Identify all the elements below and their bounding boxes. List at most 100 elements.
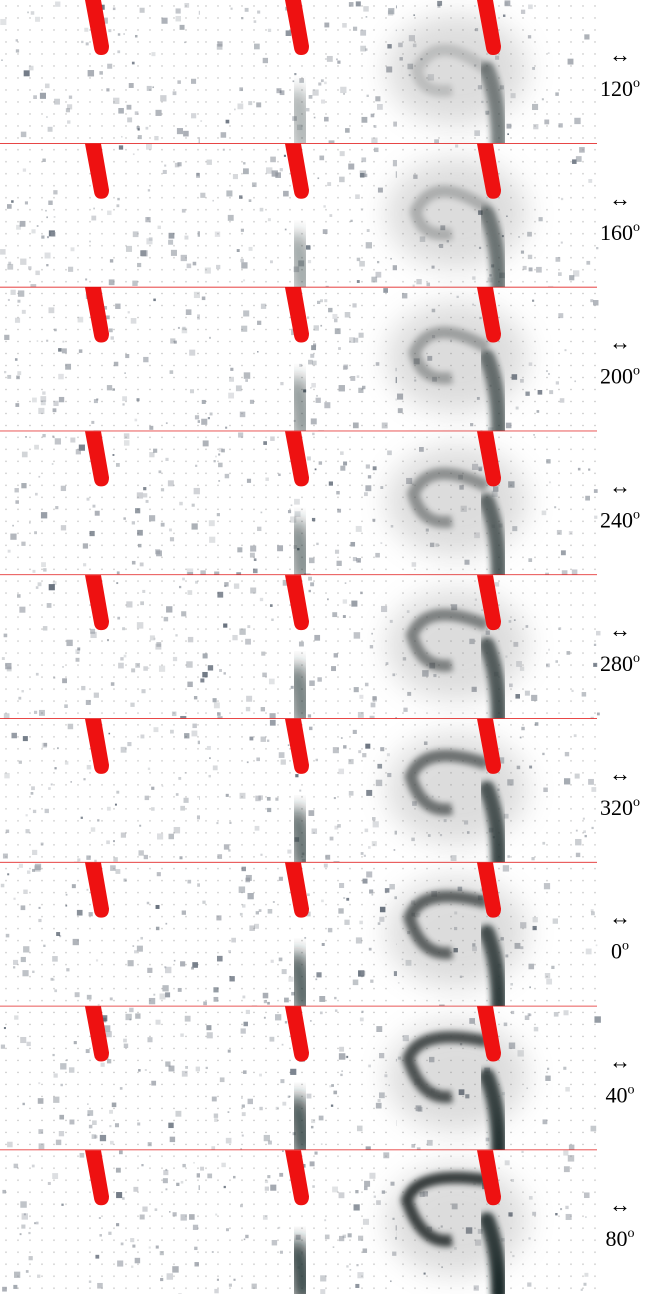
- speckle: [241, 1097, 243, 1099]
- speckle: [123, 440, 130, 446]
- needle: [85, 862, 109, 918]
- speckle: [342, 23, 347, 28]
- speckle: [552, 918, 559, 924]
- speckle: [21, 309, 26, 314]
- speckle: [456, 295, 459, 299]
- speckle: [122, 396, 128, 402]
- speckle: [7, 873, 10, 876]
- speckle: [357, 1272, 364, 1279]
- speckle: [135, 508, 141, 514]
- speckle: [114, 803, 117, 806]
- speckle: [109, 1109, 113, 1114]
- speckle: [214, 571, 220, 577]
- speckle: [245, 706, 251, 712]
- speckle: [183, 130, 189, 137]
- speckle: [564, 751, 570, 757]
- speckle: [349, 1269, 352, 1271]
- speckle: [110, 682, 115, 686]
- speckle: [0, 1044, 6, 1049]
- speckle: [582, 817, 585, 820]
- speckle: [555, 660, 559, 663]
- speckle: [53, 1096, 60, 1103]
- speckle: [558, 272, 562, 276]
- speckle: [310, 1125, 314, 1129]
- speckle: [109, 997, 113, 1001]
- speckle: [407, 691, 412, 696]
- speckle: [571, 689, 574, 693]
- speckle: [228, 849, 231, 852]
- speckle: [339, 151, 345, 157]
- speckle: [358, 387, 364, 393]
- speckle: [170, 338, 176, 344]
- speckle: [336, 560, 342, 566]
- speckle: [143, 666, 148, 671]
- haze: [387, 1021, 527, 1132]
- speckle: [270, 436, 275, 441]
- speckle: [343, 897, 346, 900]
- speckle: [120, 746, 127, 753]
- speckle: [336, 58, 338, 61]
- speckle: [528, 1237, 531, 1240]
- speckle: [243, 1070, 247, 1074]
- speckle: [143, 493, 148, 498]
- speckle: [39, 92, 46, 99]
- speckle: [14, 358, 18, 361]
- arrow-label: ↔: [609, 1048, 631, 1073]
- speckle: [212, 765, 218, 771]
- arrow-label: ↔: [609, 42, 631, 67]
- speckle: [331, 666, 337, 672]
- speckle: [193, 1161, 195, 1164]
- speckle: [106, 88, 110, 92]
- speckle: [165, 922, 168, 925]
- speckle: [4, 334, 10, 340]
- speckle: [563, 778, 571, 785]
- speckle: [16, 224, 21, 230]
- needle: [285, 862, 309, 918]
- speckle: [140, 601, 145, 606]
- speckle: [58, 373, 64, 380]
- speckle: [596, 712, 600, 716]
- speckle: [312, 1185, 315, 1188]
- speckle: [384, 888, 390, 893]
- speckle: [145, 499, 149, 503]
- speckle: [147, 1037, 153, 1043]
- speckle: [506, 123, 512, 129]
- speckle: [563, 1166, 570, 1173]
- angle-label: 40o: [606, 1082, 635, 1107]
- speckle: [202, 900, 206, 904]
- speckle: [355, 937, 363, 944]
- speckle: [290, 516, 297, 523]
- speckle: [257, 320, 262, 325]
- speckle: [220, 132, 227, 138]
- speckle: [165, 1188, 168, 1191]
- speckle: [528, 267, 533, 272]
- speckle: [42, 433, 46, 438]
- speckle: [38, 407, 45, 414]
- angle-value: 160: [600, 220, 633, 245]
- speckle: [543, 787, 548, 793]
- angle-unit: o: [633, 76, 640, 91]
- angle-value: 120: [600, 76, 633, 101]
- speckle: [387, 10, 394, 16]
- speckle: [379, 916, 385, 922]
- speckle: [531, 857, 535, 861]
- speckle: [560, 1208, 563, 1211]
- speckle: [290, 504, 293, 507]
- speckle: [337, 60, 341, 64]
- speckle: [168, 833, 175, 840]
- speckle: [146, 901, 150, 905]
- speckle: [320, 79, 324, 83]
- speckle: [338, 1235, 345, 1242]
- speckle: [169, 1136, 176, 1143]
- speckle: [383, 1152, 390, 1159]
- speckle: [22, 168, 27, 172]
- speckle: [370, 702, 376, 708]
- speckle: [67, 723, 74, 730]
- speckle: [326, 55, 333, 62]
- speckle: [575, 838, 582, 846]
- speckle: [560, 197, 564, 201]
- speckle: [380, 486, 384, 489]
- speckle: [489, 274, 492, 277]
- speckle: [137, 543, 142, 548]
- speckle: [375, 96, 381, 102]
